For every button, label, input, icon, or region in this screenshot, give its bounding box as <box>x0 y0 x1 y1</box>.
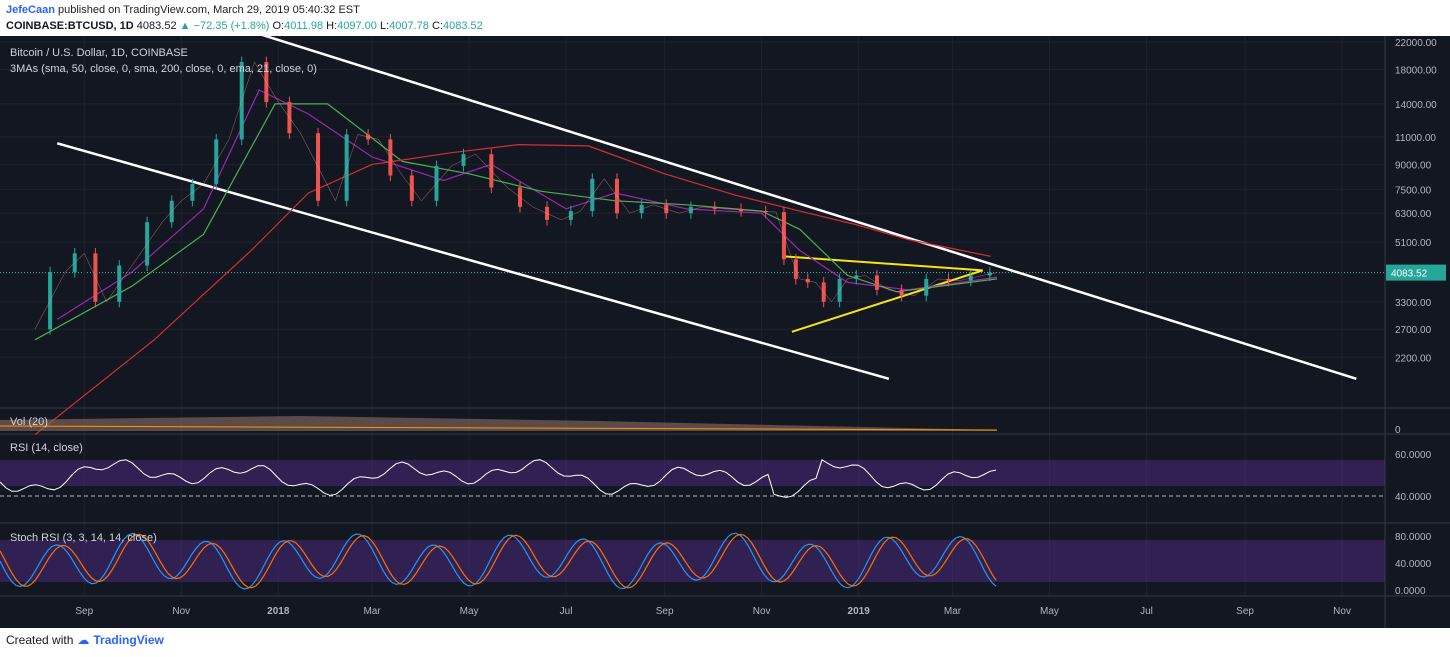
time-tick: 2019 <box>848 606 871 617</box>
stoch-band <box>0 540 1385 582</box>
last-price-badge <box>1386 264 1446 281</box>
stoch-k-line <box>0 532 997 590</box>
price-tick: 2200.00 <box>1395 353 1432 364</box>
time-tick: Sep <box>75 606 93 617</box>
volume-tick: 0 <box>1395 425 1401 436</box>
time-tick: Nov <box>172 606 190 617</box>
chart-area[interactable]: 0 60.0000 40.0000 80.0000 40.0000 0.0000 2200… <box>0 12 1450 628</box>
rsi-label: RSI (14, close) <box>10 442 83 454</box>
time-tick: May <box>1040 606 1059 617</box>
rsi-line <box>0 459 997 498</box>
time-tick: Jul <box>560 606 573 617</box>
pane-separators <box>0 407 1450 597</box>
publish-line: JefeCaan published on TradingView.com, M… <box>6 4 360 16</box>
high-label: H: <box>326 20 338 32</box>
time-tick: Sep <box>656 606 674 617</box>
stoch-tick: 80.0000 <box>1395 532 1432 543</box>
tradingview-brand[interactable]: TradingView <box>93 633 164 647</box>
time-axis: Sep Nov 2018 Mar May Jul Sep Nov 2019 Mar May Jul Se… <box>75 606 1351 617</box>
chart-svg[interactable]: 0 60.0000 40.0000 80.0000 40.0000 0.0000 2200… <box>0 12 1450 628</box>
moving-averages <box>34 89 998 436</box>
ma-line <box>56 89 998 320</box>
author-link[interactable]: JefeCaan <box>6 4 55 16</box>
last-price: 4083.52 <box>136 20 177 32</box>
ma-line <box>34 103 998 341</box>
time-tick: Nov <box>753 606 771 617</box>
trendlines <box>56 12 1357 381</box>
indicator-legend: 3MAs (sma, 50, close, 0, sma, 200, close… <box>10 63 317 75</box>
grid <box>0 36 1385 596</box>
high-value: 4097.00 <box>337 20 377 32</box>
volume-label: Vol (20) <box>10 416 48 428</box>
price-tick: 14000.00 <box>1395 100 1437 111</box>
price-axis: 22000.00 18000.00 14000.00 11000.00 9000.00 7… <box>1384 36 1446 628</box>
rsi-tick: 60.0000 <box>1395 450 1432 461</box>
open-label: O: <box>272 20 285 32</box>
price-tick: 11000.00 <box>1395 133 1436 144</box>
time-tick: May <box>460 606 479 617</box>
header-bar: JefeCaan published on TradingView.com, M… <box>0 0 1450 36</box>
time-tick: Jul <box>1140 606 1153 617</box>
open-value: 4011.98 <box>284 20 324 32</box>
time-tick: Nov <box>1333 606 1351 617</box>
time-tick: Mar <box>944 606 962 617</box>
price-tick: 18000.00 <box>1395 65 1437 76</box>
stoch-rsi-label: Stoch RSI (3, 3, 14, 14, close) <box>10 532 157 544</box>
ma-line <box>34 143 991 436</box>
price-path <box>34 61 998 330</box>
created-with-text: Created with <box>6 633 74 647</box>
price-change: −72.35 (+1.8%) <box>193 20 270 32</box>
price-tick: 3300.00 <box>1395 298 1432 309</box>
price-tick: 2700.00 <box>1395 325 1432 336</box>
price-tick: 5100.00 <box>1395 238 1432 249</box>
price-tick: 7500.00 <box>1395 185 1432 196</box>
price-tick: 22000.00 <box>1395 38 1437 49</box>
lower-channel-line <box>56 142 890 381</box>
low-value: 4007.78 <box>389 20 429 32</box>
chart-title: Bitcoin / U.S. Dollar, 1D, COINBASE <box>10 47 188 59</box>
footer: Created with ☁ TradingView <box>6 633 164 647</box>
triangle-upper-line <box>782 255 983 272</box>
quote-line: COINBASE:BTCUSD, 1D 4083.52 ▲ −72.35 (+1… <box>6 20 483 32</box>
close-label: C: <box>431 20 443 32</box>
price-tick: 6300.00 <box>1395 209 1432 220</box>
time-tick: Mar <box>363 606 381 617</box>
indicators: 0 60.0000 40.0000 80.0000 40.0000 0.0000 <box>0 416 1432 597</box>
time-tick: Sep <box>1236 606 1254 617</box>
low-label: L: <box>379 20 390 32</box>
last-price-tick: 4083.52 <box>1391 269 1428 280</box>
price-series <box>34 56 998 335</box>
time-tick: 2018 <box>267 606 290 617</box>
rsi-tick: 40.0000 <box>1395 492 1432 503</box>
price-tick: 9000.00 <box>1395 160 1432 171</box>
stoch-tick: 0.0000 <box>1395 586 1426 597</box>
upper-channel-line <box>195 12 1357 380</box>
tradingview-logo-icon: ☁ <box>77 633 90 647</box>
triangle-lower-line <box>791 269 984 333</box>
symbol-label[interactable]: COINBASE:BTCUSD, 1D <box>6 20 134 32</box>
publish-text: published on TradingView.com, March 29, … <box>57 4 360 16</box>
stoch-tick: 40.0000 <box>1395 559 1432 570</box>
up-arrow-icon: ▲ <box>179 20 191 32</box>
close-value: 4083.52 <box>442 20 483 32</box>
volume-ma-line <box>0 425 998 431</box>
stoch-d-line <box>0 533 997 589</box>
